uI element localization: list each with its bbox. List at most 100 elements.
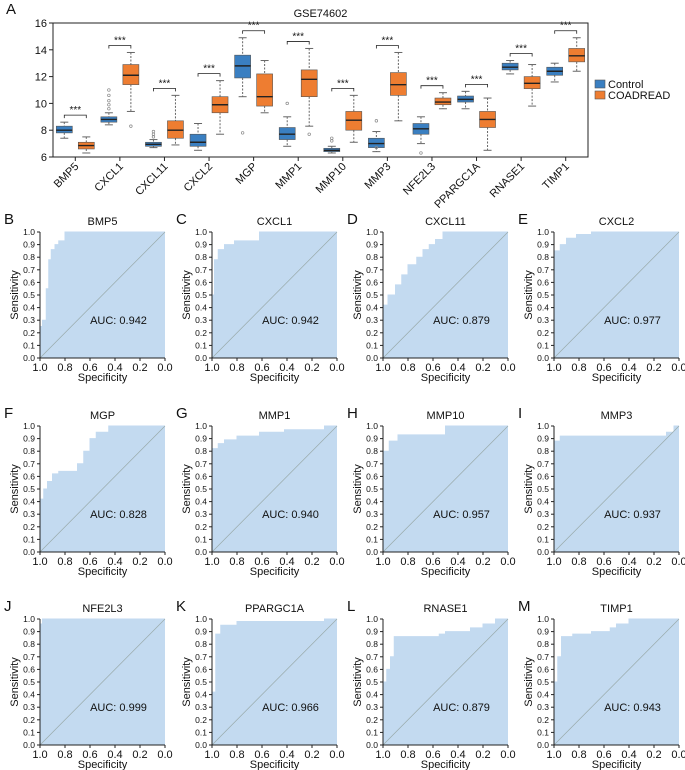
y-axis-label: Sensitivity <box>9 464 21 514</box>
y-tick-label: 0.0 <box>23 740 35 750</box>
x-tick-label: 0.0 <box>500 749 515 761</box>
y-tick-label: 0.1 <box>23 340 35 350</box>
x-tick-label: 0.4 <box>279 362 294 374</box>
panel-label: D <box>347 211 358 228</box>
y-tick-label: 0.8 <box>23 252 35 262</box>
x-tick-label: 1.0 <box>204 362 219 374</box>
y-tick-label: 0.0 <box>537 740 549 750</box>
y-tick-label: 0.7 <box>537 265 549 275</box>
y-tick-label: 0.9 <box>537 240 549 250</box>
x-tick-label: 0.4 <box>450 556 465 568</box>
y-tick-label: 0.5 <box>195 677 207 687</box>
auc-label: AUC: 0.940 <box>262 509 319 521</box>
y-tick-label: 0.6 <box>23 664 35 674</box>
panel-label: B <box>4 211 14 228</box>
y-tick-label: 0.7 <box>537 652 549 662</box>
y-tick-label: 1.0 <box>537 421 549 431</box>
significance-bracket: *** <box>465 74 488 88</box>
x-tick-label: MMP3 <box>363 161 394 192</box>
roc-curve <box>211 231 337 358</box>
box-control-mgp <box>234 37 251 135</box>
x-tick-label: PPARGC1A <box>432 160 483 211</box>
x-axis-label: Specificity <box>78 566 128 578</box>
roc-diagonal <box>39 425 166 553</box>
x-tick-label: 0.6 <box>425 749 440 761</box>
significance-bracket: *** <box>108 35 132 49</box>
y-tick-label: 0.9 <box>23 434 35 444</box>
y-tick-label: 0.1 <box>366 534 378 544</box>
box-control-cxcl2 <box>189 123 207 151</box>
x-tick-label: 0.2 <box>304 749 319 761</box>
x-tick-label: 0.6 <box>254 362 269 374</box>
y-tick-label: 0.0 <box>195 547 207 557</box>
x-axis-label: Specificity <box>592 566 642 578</box>
y-tick-label: 0.1 <box>195 340 207 350</box>
x-tick-label: NFE2L3 <box>401 161 438 198</box>
x-tick-label: 0.6 <box>425 362 440 374</box>
y-tick-label: 0.4 <box>23 303 35 313</box>
x-axis-label: Specificity <box>592 372 642 384</box>
y-tick-label: 0.9 <box>537 434 549 444</box>
y-tick-label: 0.9 <box>23 627 35 637</box>
x-tick-label: 0.6 <box>596 556 611 568</box>
y-tick-label: 0.6 <box>366 277 378 287</box>
y-tick-label: 0.8 <box>23 639 35 649</box>
x-tick-label: 0.4 <box>107 556 122 568</box>
y-tick-label: 0.0 <box>23 547 35 557</box>
y-tick-label: 0.8 <box>537 252 549 262</box>
x-tick-label: 0.0 <box>157 362 172 374</box>
y-tick-label: 0.7 <box>366 459 378 469</box>
roc-title: BMP5 <box>88 216 118 228</box>
roc-curve <box>39 231 165 358</box>
x-tick-label: 1.0 <box>375 749 390 761</box>
y-tick-label: 0.7 <box>23 265 35 275</box>
x-tick-label: 0.0 <box>157 749 172 761</box>
y-tick-label: 8 <box>41 125 47 137</box>
y-tick-label: 0.2 <box>23 715 35 725</box>
roc-diagonal <box>553 425 680 553</box>
outlier-point <box>107 88 111 92</box>
y-tick-label: 0.1 <box>195 534 207 544</box>
x-tick-label: 0.4 <box>107 749 122 761</box>
x-tick-label: 0.0 <box>329 749 344 761</box>
x-tick-label: MGP <box>234 161 260 187</box>
y-tick-label: 0.4 <box>366 303 378 313</box>
x-tick-label: 0.2 <box>646 556 661 568</box>
y-tick-label: 0.3 <box>366 509 378 519</box>
panel-label: G <box>176 405 188 422</box>
y-axis-label: Sensitivity <box>352 270 364 320</box>
x-tick-label: 0.8 <box>400 749 415 761</box>
y-tick-label: 0.3 <box>195 509 207 519</box>
x-tick-label: 1.0 <box>546 362 561 374</box>
y-tick-label: 0.6 <box>537 277 549 287</box>
y-tick-label: 0.8 <box>366 446 378 456</box>
x-tick-label: 0.8 <box>571 556 586 568</box>
roc-panel-cxcl11: D CXCL11 0.0 0.1 0.2 0.3 0.4 0.5 0.6 0.7 0.8 0.9 1.0… <box>347 211 516 384</box>
outlier-point <box>285 101 289 106</box>
outlier-point <box>240 131 245 135</box>
y-tick-label: 0.0 <box>195 353 207 363</box>
y-tick-label: 0.9 <box>366 627 378 637</box>
y-tick-label: 0.9 <box>23 240 35 250</box>
significance-bracket: *** <box>286 31 310 45</box>
y-tick-label: 0.8 <box>195 252 207 262</box>
significance-label: *** <box>471 74 483 85</box>
y-tick-label: 0.4 <box>366 497 378 507</box>
auc-label: AUC: 0.937 <box>604 509 661 521</box>
auc-label: AUC: 0.966 <box>262 702 319 714</box>
panel-label: F <box>4 405 13 422</box>
y-tick-label: 0.9 <box>366 434 378 444</box>
box <box>189 133 207 147</box>
box-control-rnase1 <box>501 60 519 75</box>
y-tick-label: 0.7 <box>366 265 378 275</box>
x-tick-label: 0.4 <box>621 362 636 374</box>
y-tick-label: 0.3 <box>195 702 207 712</box>
y-tick-label: 1.0 <box>366 614 378 624</box>
y-tick-label: 0.2 <box>23 328 35 338</box>
y-tick-label: 0.9 <box>195 627 207 637</box>
y-tick-label: 0.2 <box>366 522 378 532</box>
x-tick-label: RNASE1 <box>488 161 528 201</box>
y-tick-label: 1.0 <box>537 614 549 624</box>
y-tick-label: 0.9 <box>195 240 207 250</box>
